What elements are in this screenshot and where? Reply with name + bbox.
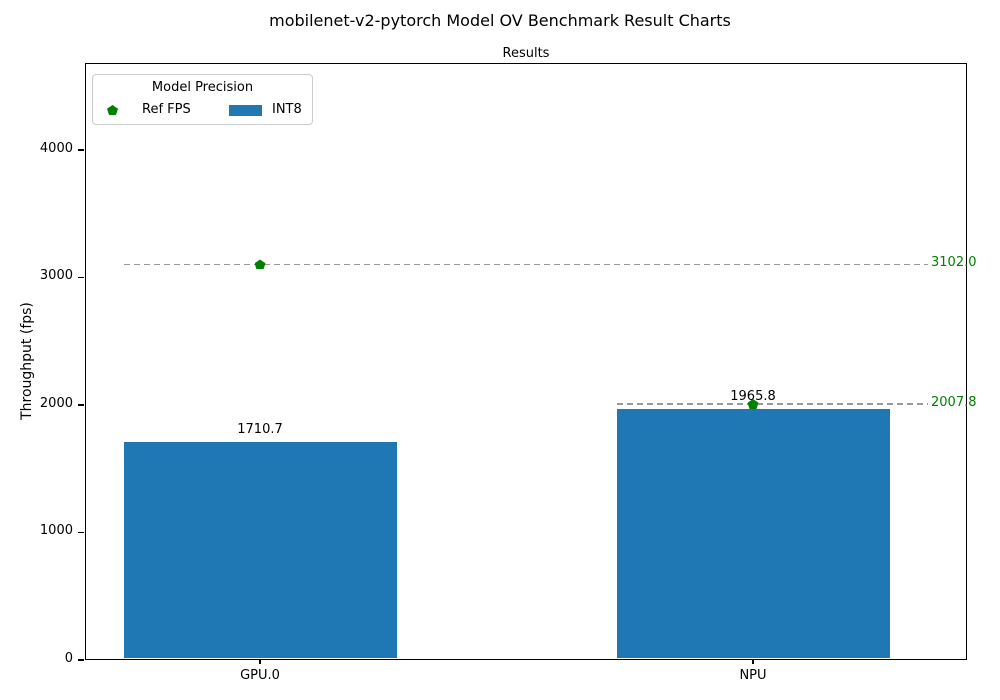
y-tick-label: 0 (64, 651, 73, 666)
y-tick (77, 404, 84, 406)
pentagon-icon (107, 105, 118, 115)
ref-marker-pentagon-icon (254, 259, 266, 270)
x-tick (259, 660, 261, 664)
bar-gpu0 (123, 441, 397, 659)
ref-fps-line (123, 263, 928, 266)
y-tick (77, 276, 84, 279)
y-tick (77, 531, 84, 534)
chart-title: Results (502, 46, 550, 61)
y-tick-label: 1000 (39, 523, 73, 539)
y-tick-label: 3000 (39, 268, 73, 284)
ref-fps-line (616, 403, 928, 405)
ref-value-label: 3102.0 (931, 255, 977, 271)
figure-title: mobilenet-v2-pytorch Model OV Benchmark … (269, 11, 731, 30)
y-tick-label: 2000 (39, 395, 73, 411)
legend-swatch-int8-icon (229, 105, 262, 116)
x-tick-label: NPU (739, 668, 767, 683)
y-tick-label: 4000 (39, 140, 73, 156)
legend: Model Precision Ref FPS INT8 (92, 74, 313, 125)
ref-marker-pentagon-icon (747, 398, 759, 409)
x-tick-label: GPU.0 (240, 668, 280, 683)
legend-entry-int8: INT8 (272, 102, 302, 117)
bar-npu (616, 409, 890, 659)
ref-value-label: 2007.8 (931, 394, 977, 410)
y-tick (77, 149, 84, 151)
bar-value-label: 1965.8 (730, 389, 776, 405)
y-tick (77, 659, 84, 661)
legend-entry-ref-fps: Ref FPS (142, 102, 191, 117)
bar-value-label: 1710.7 (237, 421, 283, 437)
x-tick (752, 660, 754, 664)
legend-title: Model Precision (151, 80, 254, 95)
